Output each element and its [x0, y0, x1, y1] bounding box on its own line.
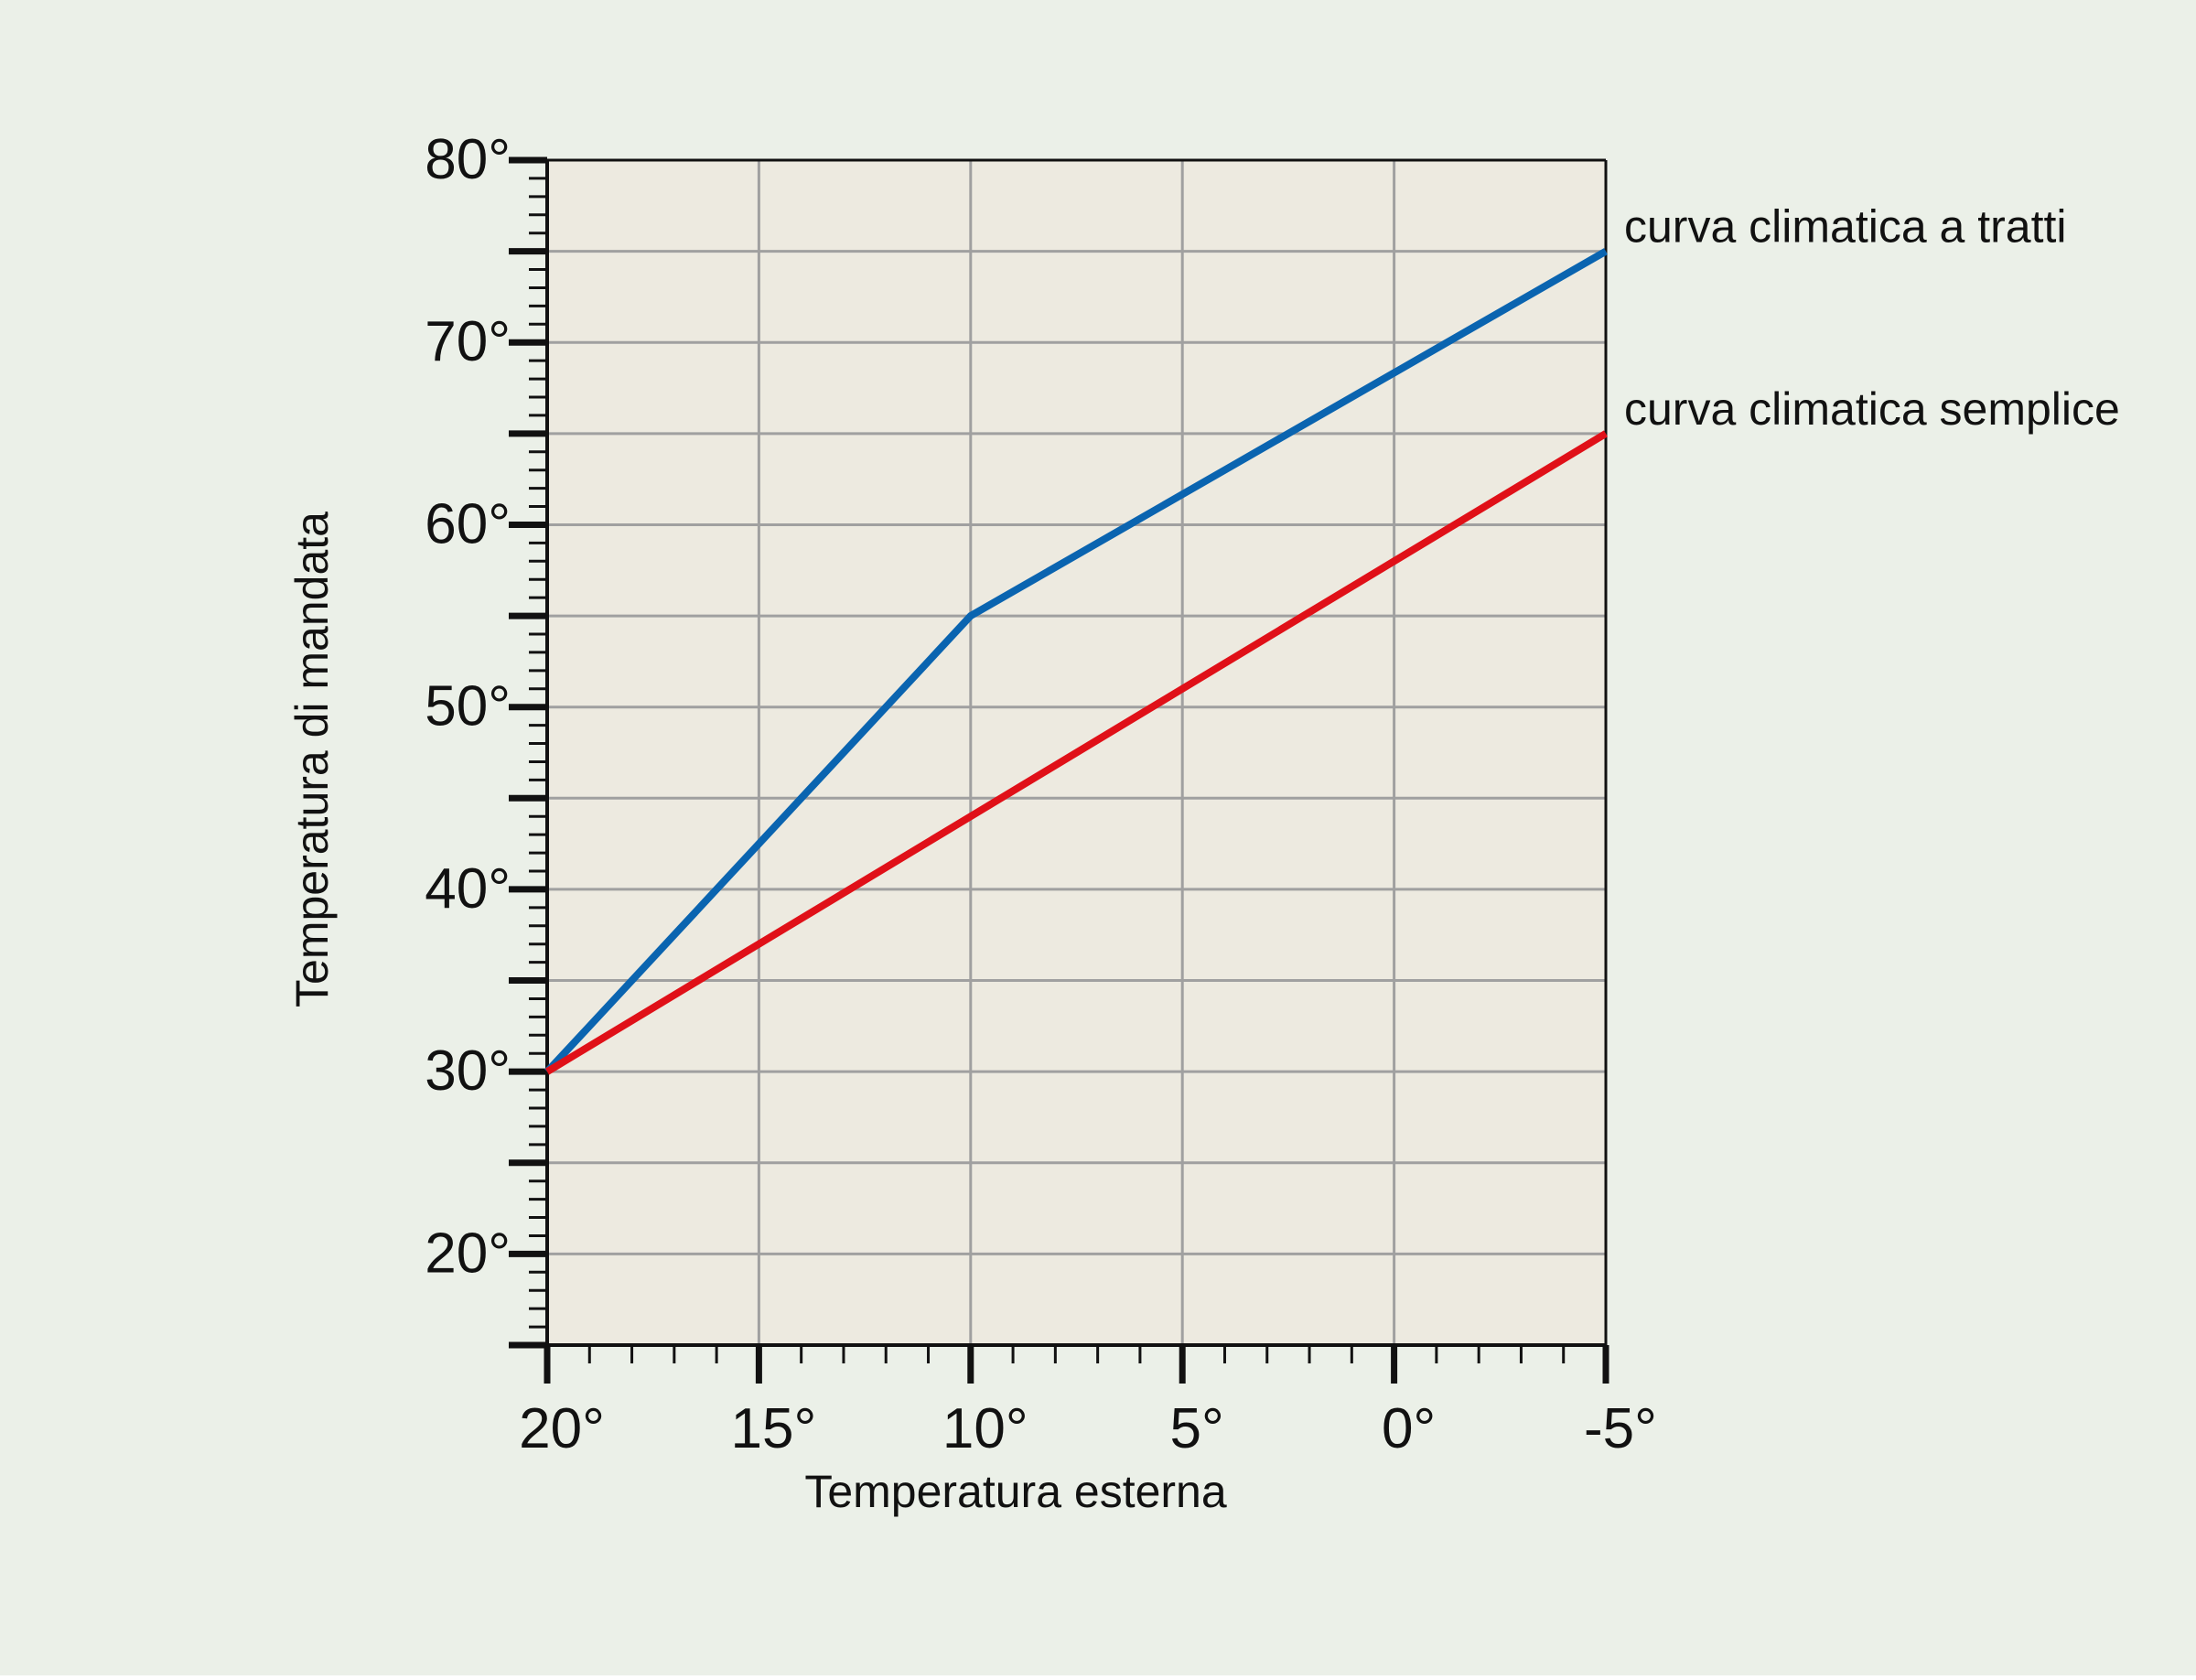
legend: curva climatica a tratti curva climatica … [1624, 201, 2120, 435]
series-line [544, 248, 1608, 1074]
y-tick-label: 50° [425, 675, 511, 738]
tick-labels: 20° 30° 40° 50° 60° 70° 80° 20° 15° 10° 5° 0° -5° [425, 128, 1657, 1460]
x-tick-label: 5° [1170, 1397, 1224, 1460]
series-layer [544, 248, 1609, 1075]
x-tick-label: 20° [519, 1397, 605, 1460]
legend-label: curva climatica a tratti [1624, 201, 2066, 253]
axes [509, 156, 1609, 1384]
y-axis-title: Temperatura di mandata [286, 512, 338, 1007]
y-tick-label: 30° [425, 1039, 511, 1103]
y-tick-label: 60° [425, 492, 511, 555]
x-tick-label: 0° [1382, 1397, 1436, 1460]
x-tick-label: 15° [731, 1397, 817, 1460]
series-line [544, 430, 1609, 1075]
x-axis-title: Temperatura esterna [804, 1466, 1227, 1517]
y-tick-label: 20° [425, 1222, 511, 1285]
y-tick-label: 80° [425, 128, 511, 191]
y-tick-label: 40° [425, 857, 511, 921]
x-tick-label: -5° [1584, 1397, 1657, 1460]
x-tick-label: 10° [942, 1397, 1028, 1460]
legend-label: curva climatica semplice [1624, 383, 2120, 435]
y-tick-label: 70° [425, 310, 511, 373]
